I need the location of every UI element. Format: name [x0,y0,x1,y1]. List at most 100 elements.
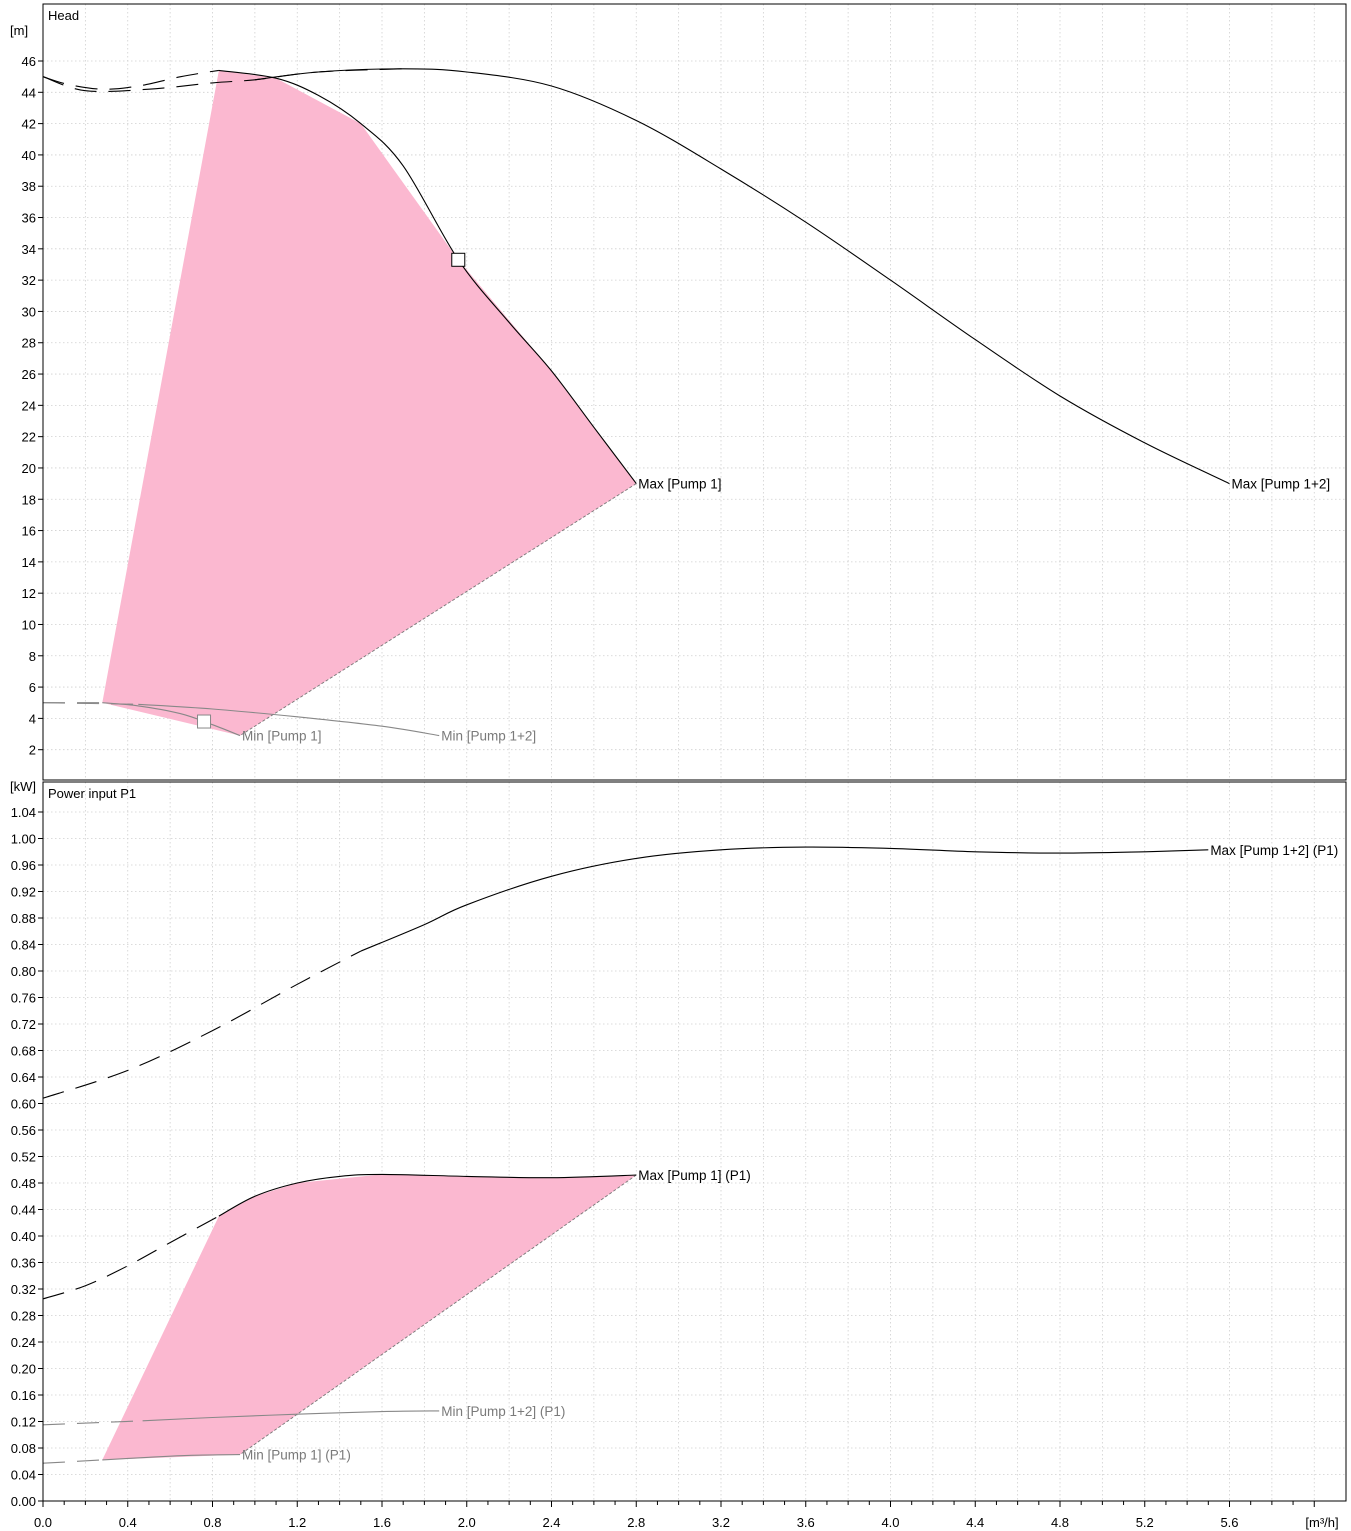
y-tick-label: 0.36 [11,1256,36,1271]
y-tick-label: 0.48 [11,1176,36,1191]
x-tick-label: 1.2 [288,1515,306,1530]
series-dashed-max-pump-1 [43,69,219,90]
series-label-min-pump-1-2: Min [Pump 1+2] [441,729,536,744]
x-tick-label: 3.2 [712,1515,730,1530]
y-tick-label: 4 [29,711,36,726]
y-tick-label: 34 [22,242,36,257]
y-tick-label: 0.60 [11,1097,36,1112]
y-tick-label: 30 [22,304,36,319]
y-tick-label: 0.88 [11,911,36,926]
x-tick-label: 0.0 [34,1515,52,1530]
y-tick-label: 10 [22,617,36,632]
x-tick-label: 3.6 [797,1515,815,1530]
series-group [43,846,1209,1464]
y-tick-label: 1.00 [11,832,36,847]
y-tick-label: 2 [29,743,36,758]
y-tick-label: 0.12 [11,1415,36,1430]
y-tick-label: 0.56 [11,1123,36,1138]
y-tick-label: 0.68 [11,1044,36,1059]
y-tick-label: 0.24 [11,1335,36,1350]
x-tick-label: 5.6 [1220,1515,1238,1530]
y-tick-label: 1.04 [11,805,36,820]
series-label-min-pump-1-p1: Min [Pump 1] (P1) [242,1448,351,1463]
series-label-max-pump-1: Max [Pump 1] [638,477,721,492]
panel-title: Head [48,8,79,23]
y-tick-label: 0.44 [11,1203,36,1218]
plot-frame [42,781,1347,1502]
y-tick-label: 6 [29,680,36,695]
y-tick-label: 0.32 [11,1282,36,1297]
y-tick-label: 28 [22,336,36,351]
operating-area [102,1174,637,1460]
y-tick-label: 26 [22,367,36,382]
series-label-max-pump-1-p1: Max [Pump 1] (P1) [638,1168,751,1183]
x-tick-label: 4.4 [966,1515,984,1530]
y-tick-label: 16 [22,524,36,539]
y-tick-label: 32 [22,273,36,288]
series-dashed-min-pump-1-2 [43,702,139,705]
series-group [43,68,1230,737]
y-tick-label: 38 [22,179,36,194]
series-label-max-pump-1-2-p1: Max [Pump 1+2] (P1) [1210,843,1338,858]
series-line-min-pump-1-2-p1 [142,1410,440,1422]
y-tick-label: 0.16 [11,1388,36,1403]
power-panel: Max [Pump 1] (P1) Max [Pump 1+2] (P1) Min … [10,779,1347,1509]
series-dashed-min-pump-1-p1 [43,1459,103,1464]
series-line-max-pump-1-p1 [218,1173,637,1217]
series-label-min-pump-1-2-p1: Min [Pump 1+2] (P1) [441,1404,565,1419]
y-tick-label: 0.96 [11,858,36,873]
y-tick-label: 12 [22,586,36,601]
y-tick-label: 0.04 [11,1468,36,1483]
series-dashed-min-pump-1-2-p1 [43,1420,143,1426]
x-tick-label: 1.6 [373,1515,391,1530]
y-tick-label: 8 [29,649,36,664]
duty-point-marker [197,714,212,729]
plot-frame [42,3,1347,781]
y-tick-label: 0.00 [11,1494,36,1509]
y-tick-label: 0.52 [11,1150,36,1165]
y-tick-label: 0.28 [11,1309,36,1324]
x-tick-label: 5.2 [1136,1515,1154,1530]
x-axis-unit: [m³/h] [1305,1515,1338,1530]
operating-area-boundary [239,1174,637,1455]
series-line-max-pump-1-2-p1 [360,846,1209,952]
x-tick-label: 0.8 [203,1515,221,1530]
series-line-min-pump-1-p1 [102,1454,241,1461]
y-tick-label: 44 [22,85,36,100]
x-tick-label: 4.0 [881,1515,899,1530]
shared-x-axis: 0.0 0.4 0.8 1.2 1.6 2.0 2.4 2.8 3.2 3.6 4.0 4.4 4.8 5… [34,1501,1339,1530]
y-tick-label: 42 [22,117,36,132]
duty-point-marker [451,252,466,267]
operating-area-boundary [239,483,637,736]
y-axis-unit: [kW] [10,779,36,794]
y-tick-label: 36 [22,211,36,226]
y-tick-label: 14 [22,555,36,570]
y-tick-label: 0.64 [11,1070,36,1085]
x-tick-label: 2.0 [458,1515,476,1530]
head-panel: Max [Pump 1] Max [Pump 1+2] Min [Pump 1] Mi… [10,3,1347,781]
operating-area [102,70,637,736]
y-tick-label: 0.72 [11,1017,36,1032]
x-tick-label: 4.8 [1051,1515,1069,1530]
y-tick-label: 40 [22,148,36,163]
panel-title: Power input P1 [48,786,136,801]
series-label-max-pump-1-2: Max [Pump 1+2] [1232,477,1331,492]
y-tick-label: 0.92 [11,885,36,900]
series-line-max-pump-1-2 [254,68,1230,485]
y-tick-label: 0.76 [11,991,36,1006]
series-line-min-pump-1-2 [138,703,440,737]
y-axis-unit: [m] [10,23,28,38]
series-label-min-pump-1: Min [Pump 1] [242,729,322,744]
y-tick-label: 22 [22,430,36,445]
series-dashed-max-pump-1-2-p1 [43,950,362,1099]
y-tick-label: 0.84 [11,938,36,953]
series-line-max-pump-1 [218,69,637,484]
y-tick-label: 0.80 [11,964,36,979]
y-tick-label: 46 [22,54,36,69]
y-tick-label: 0.40 [11,1229,36,1244]
y-tick-label: 20 [22,461,36,476]
y-tick-label: 24 [22,398,36,413]
series-dashed-max-pump-1-p1 [43,1215,220,1300]
x-tick-label: 2.8 [627,1515,645,1530]
